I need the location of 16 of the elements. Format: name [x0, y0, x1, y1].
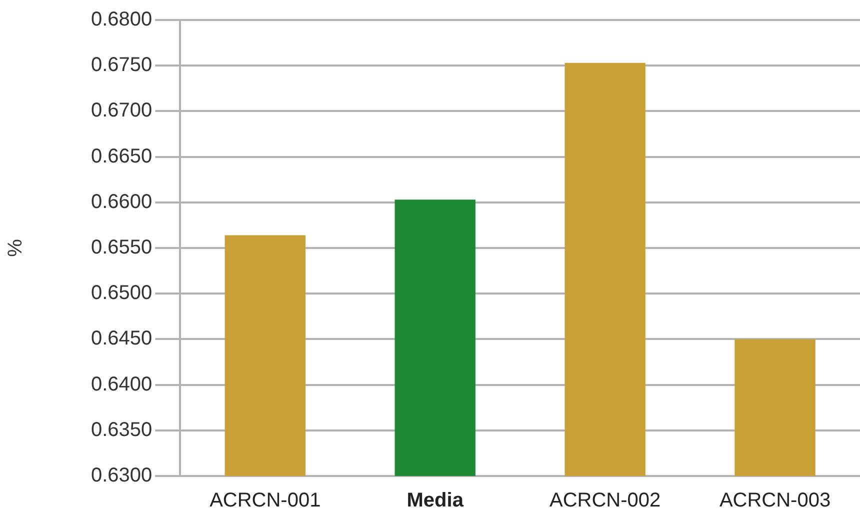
y-tick-label: 0.6650	[91, 145, 152, 168]
y-tick-label: 0.6750	[91, 54, 152, 76]
x-tick-label: ACRCN-001	[210, 490, 321, 512]
y-tick-label: 0.6300	[91, 464, 152, 487]
y-tick-label: 0.6400	[91, 373, 152, 396]
y-tick-label: 0.6500	[91, 282, 152, 304]
y-tick-label: 0.6550	[91, 236, 152, 259]
x-tick-label: ACRCN-002	[549, 490, 661, 512]
y-tick-label: 0.6350	[91, 418, 152, 441]
y-tick-label: 0.6450	[91, 328, 152, 350]
y-tick-label: 0.6800	[91, 8, 152, 31]
y-tick-label: 0.6600	[91, 190, 152, 213]
y-tick-label: 0.6700	[91, 100, 152, 122]
x-tick-label: Media	[406, 490, 464, 512]
y-axis-title: %	[4, 238, 27, 257]
x-tick-label: ACRCN-003	[719, 490, 831, 512]
